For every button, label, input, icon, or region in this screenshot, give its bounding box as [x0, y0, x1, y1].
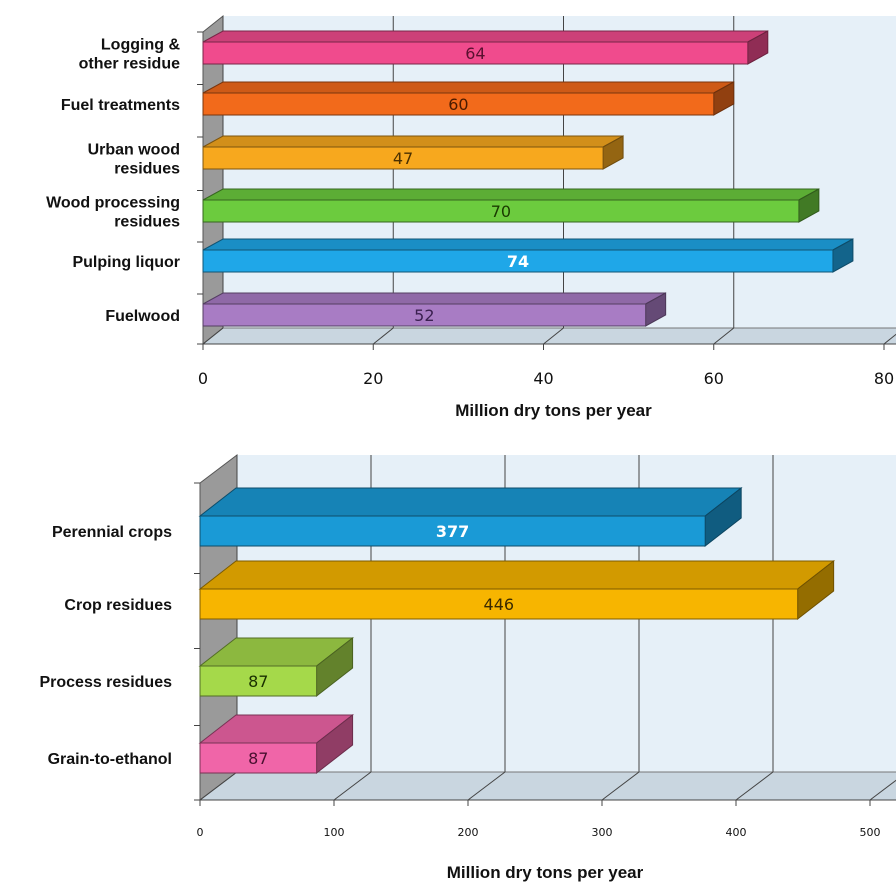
- bar: [202, 238, 854, 273]
- bar-front: [199, 665, 318, 697]
- x-tick-label: 60: [704, 369, 724, 388]
- bar: [198, 713, 355, 775]
- bar: [202, 188, 820, 223]
- bar: [198, 559, 836, 621]
- bar-top: [202, 135, 624, 148]
- floor-gridline: [735, 771, 774, 801]
- floor-gridline: [199, 771, 238, 801]
- chart-2: 0 100 200 300 400 500 377 Perennial crops 446 Cro…: [39, 453, 896, 882]
- bar: [202, 135, 624, 170]
- x-tick-label: 400: [726, 826, 747, 839]
- bar-top: [202, 188, 820, 201]
- category-label: Fuelwood: [105, 308, 180, 325]
- bar-value-label: 47: [393, 149, 413, 168]
- x-tick-label: 200: [458, 826, 479, 839]
- bar-value-label: 70: [491, 202, 511, 221]
- floor-gridline: [202, 327, 224, 345]
- floor-gridline: [869, 779, 896, 801]
- bar-front: [202, 249, 834, 273]
- category-label: residues: [114, 214, 180, 231]
- category-label: Wood processing: [46, 195, 180, 212]
- bar-value-label: 74: [507, 252, 529, 271]
- category-label: Urban wood: [88, 142, 180, 159]
- bar-front: [202, 146, 604, 170]
- bar-value-label: 60: [448, 95, 468, 114]
- bar-value-label: 52: [414, 306, 434, 325]
- bar-top: [202, 292, 666, 305]
- x-tick-label: 40: [533, 369, 553, 388]
- x-tick-label: 100: [324, 826, 345, 839]
- category-label: Grain-to-ethanol: [48, 751, 172, 768]
- floor: [198, 771, 896, 801]
- bar-front: [202, 199, 800, 223]
- category-label: Fuel treatments: [61, 97, 180, 114]
- floor-gridline: [543, 327, 564, 345]
- floor-gridline: [601, 771, 640, 801]
- bar-top: [202, 30, 769, 43]
- bar-value-label: 87: [248, 672, 268, 691]
- bar-front: [199, 588, 799, 620]
- x-axis-title: Million dry tons per year: [455, 401, 652, 420]
- bar-top: [202, 238, 854, 251]
- bar-value-label: 64: [465, 44, 485, 63]
- bar-front: [202, 92, 715, 116]
- category-label: Crop residues: [64, 597, 172, 614]
- bar-front: [199, 742, 318, 774]
- bar: [202, 81, 735, 116]
- x-tick-label: 80: [874, 369, 894, 388]
- x-tick-label: 300: [592, 826, 613, 839]
- bar-value-label: 87: [248, 749, 268, 768]
- category-label: Logging &: [101, 37, 181, 54]
- x-tick-label: 20: [363, 369, 383, 388]
- floor-gridline: [883, 333, 896, 345]
- bar-front: [202, 41, 749, 65]
- bar-value-label: 377: [436, 522, 469, 541]
- x-tick-label: 500: [860, 826, 881, 839]
- floor-gridline: [333, 771, 372, 801]
- floor: [201, 327, 896, 345]
- bar: [198, 486, 743, 548]
- bar-front: [199, 515, 706, 547]
- x-tick-label: 0: [197, 826, 204, 839]
- bar-top: [198, 560, 836, 590]
- category-label: Process residues: [39, 674, 172, 691]
- category-label: residues: [114, 161, 180, 178]
- bar-top: [202, 81, 734, 94]
- floor-gridline: [467, 771, 506, 801]
- chart-1: 0 20 40 60 80 64 Logging & other residue 60 Fuel …: [46, 14, 896, 420]
- category-label: Perennial crops: [52, 524, 172, 541]
- category-label: Pulping liquor: [72, 254, 180, 271]
- bar: [198, 636, 355, 698]
- bar: [202, 30, 769, 65]
- bar-value-label: 446: [484, 595, 515, 614]
- bar-front: [202, 303, 647, 327]
- x-axis-title: Million dry tons per year: [447, 863, 644, 882]
- x-tick-label: 0: [198, 369, 208, 388]
- floor-gridline: [372, 327, 394, 345]
- bar: [202, 292, 667, 327]
- category-label: other residue: [79, 56, 180, 73]
- floor-gridline: [713, 327, 735, 345]
- bar-top: [198, 487, 743, 517]
